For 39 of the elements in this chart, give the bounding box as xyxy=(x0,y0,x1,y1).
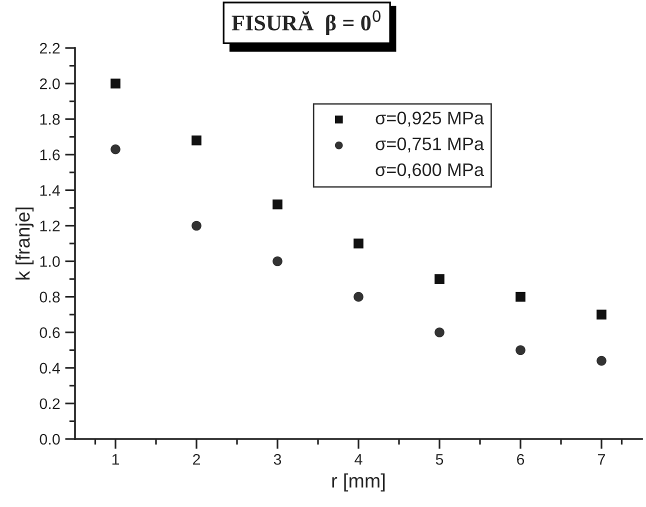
y-tick-label: 1.6 xyxy=(40,150,60,160)
y-axis-title: k [franje] xyxy=(16,208,34,280)
x-axis-title: r [mm] xyxy=(332,473,385,492)
y-tick-label: 1.8 xyxy=(40,114,60,125)
y-tick-label: 2.0 xyxy=(40,78,60,90)
point xyxy=(596,356,606,366)
point xyxy=(516,345,526,356)
point xyxy=(434,327,444,338)
x-tick-label: 1 xyxy=(112,454,120,465)
chart-title: FISURĂ β = 0$^{0}$ xyxy=(232,10,381,36)
x-tick-label: 2 xyxy=(193,454,200,465)
x-tick-label: 3 xyxy=(274,454,282,465)
point xyxy=(110,78,120,88)
y-tick-label: 1.2 xyxy=(40,220,60,232)
y-tick-label: 0.0 xyxy=(40,434,60,445)
point xyxy=(272,256,282,266)
legend-label: σ=0,751 MPa xyxy=(376,138,484,152)
point xyxy=(192,136,202,146)
y-tick-label: 0.2 xyxy=(40,398,60,410)
x-tick-label: 7 xyxy=(598,454,605,465)
point xyxy=(192,220,202,231)
y-tick-label: 0.6 xyxy=(40,327,60,338)
y-tick-label: 2.2 xyxy=(40,42,60,54)
point xyxy=(434,274,444,284)
y-tick-label: 0.8 xyxy=(40,292,60,303)
point xyxy=(272,199,282,210)
y-tick-label: 1.4 xyxy=(40,185,60,196)
x-tick-label: 5 xyxy=(436,454,444,465)
y-tick-label: 1.0 xyxy=(40,256,60,267)
x-tick-label: 4 xyxy=(354,454,362,465)
point xyxy=(596,310,606,320)
y-tick-label: 0.4 xyxy=(40,362,60,374)
legend-label: σ=0,925 MPa xyxy=(376,112,484,127)
point xyxy=(110,144,120,154)
point xyxy=(354,292,364,302)
text: σ=0,600 MPa xyxy=(376,163,484,178)
point xyxy=(516,292,526,302)
x-tick-label: 6 xyxy=(517,454,524,465)
point xyxy=(354,238,364,248)
